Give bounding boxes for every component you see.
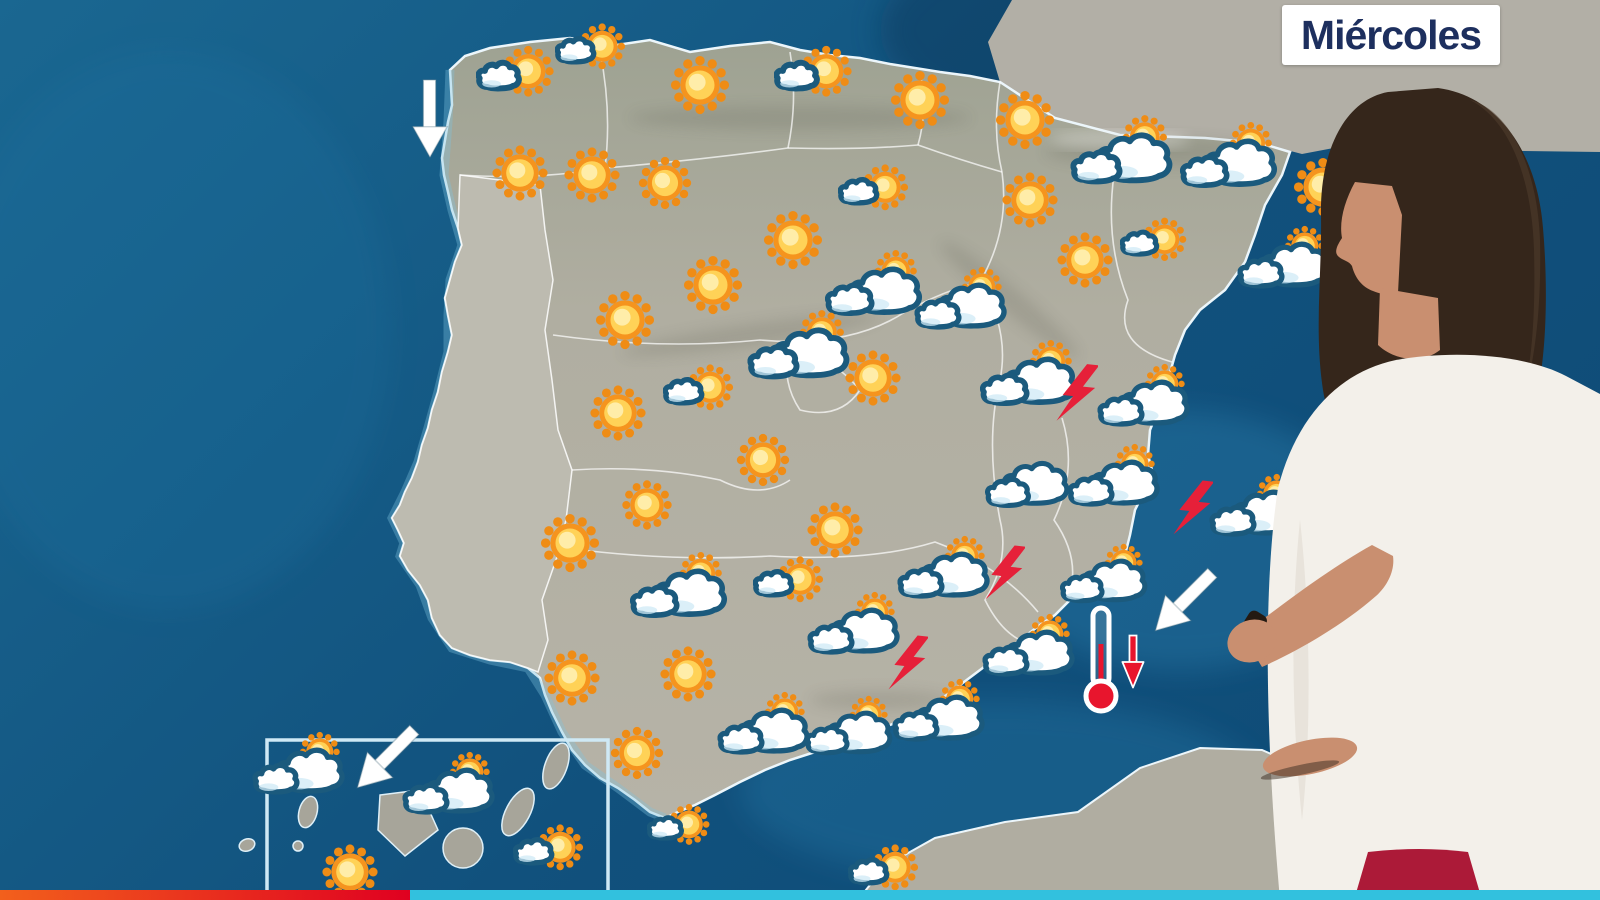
presenter-arm [1243,545,1394,667]
day-label: Miércoles [1300,11,1482,58]
presenter-neck [1378,288,1440,359]
canary-inset-box [265,738,610,900]
day-label-card: Miércoles [1282,5,1500,65]
ticker-bar-red [0,890,410,900]
sea-light-atlantic [0,50,390,610]
presenter-face [1336,182,1402,295]
portugal-landmass [391,174,573,673]
presenter-hand [1227,619,1277,663]
ticker-bar-cyan [410,890,1600,900]
presenter-forearm [1262,737,1358,777]
presenter-skirt [1354,849,1482,900]
presenter-blouse [1267,354,1600,900]
presenter-forearm-shadow [1260,760,1340,780]
